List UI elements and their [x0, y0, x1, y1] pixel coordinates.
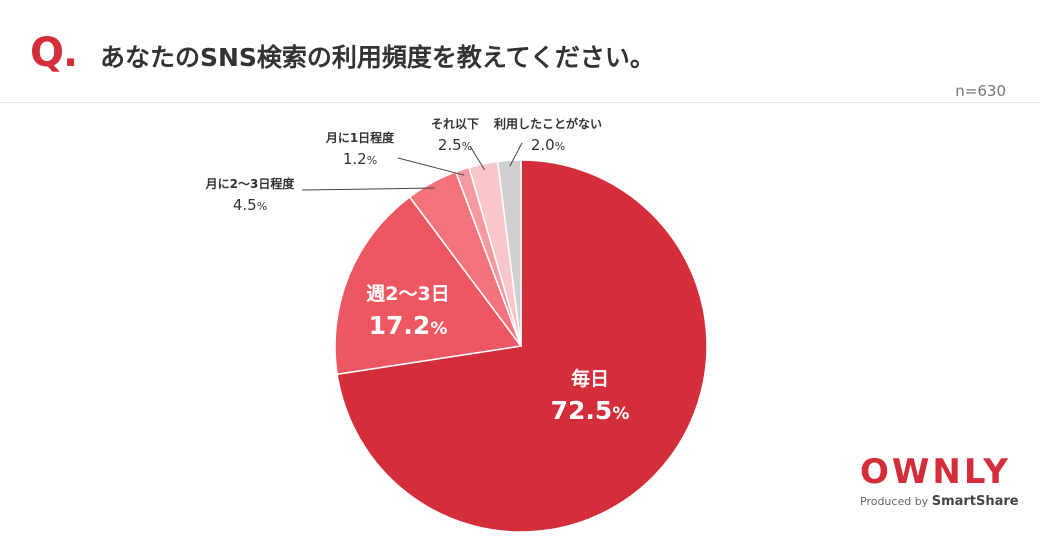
slice-value-5: 2.5%: [438, 136, 472, 154]
slice-value-2: 17.2%: [369, 311, 448, 340]
pie-slice-6: [496, 159, 522, 347]
pie-slice-1: [336, 159, 708, 533]
smartshare-logo-text: SmartShare: [931, 494, 1019, 509]
produced-by-text: Produced by: [860, 495, 929, 508]
slice-value-6: 2.0%: [531, 136, 565, 154]
slice-label-1: 毎日: [571, 367, 609, 390]
leader-line-4: [397, 157, 465, 176]
slice-label-3: 月に2〜3日程度: [205, 176, 296, 191]
slice-value-1: 72.5%: [551, 396, 630, 425]
page-title: あなたのSNS検索の利用頻度を教えてください。: [100, 43, 655, 72]
leader-line-6: [509, 142, 523, 167]
ownly-logo-text: OWNLY: [860, 452, 1011, 492]
sample-size-label: n=630: [955, 82, 1006, 100]
question-mark-label: Q.: [30, 30, 78, 76]
brand-logo: OWNLY Produced by SmartShare: [860, 452, 1019, 509]
produced-by-line: Produced by SmartShare: [860, 494, 1019, 509]
slice-value-4: 1.2%: [343, 150, 377, 168]
slice-label-6: 利用したことがない: [494, 116, 602, 131]
slice-label-5: それ以下: [431, 117, 479, 131]
header-divider: [0, 102, 1040, 103]
pie-slice-2: [334, 195, 523, 376]
leader-line-5: [469, 145, 485, 171]
slice-value-3: 4.5%: [233, 196, 267, 214]
slice-label-2: 週2〜3日: [366, 283, 449, 305]
leader-line-3: [301, 187, 435, 191]
slice-label-4: 月に1日程度: [325, 130, 395, 145]
